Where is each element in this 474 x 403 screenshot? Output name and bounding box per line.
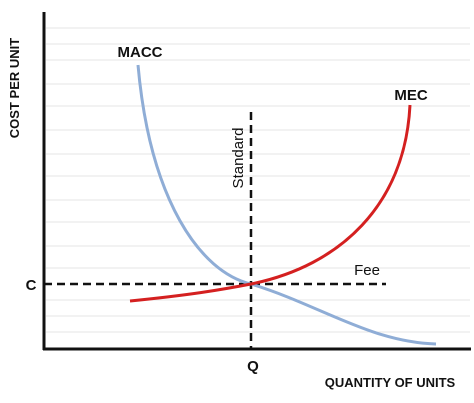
c-label: C [26,277,37,294]
y-axis-title: COST PER UNIT [7,38,22,138]
macc-label: MACC [118,44,163,61]
q-label: Q [247,358,259,375]
background-lines [46,27,470,333]
mec-curve [129,104,412,303]
x-axis-title: QUANTITY OF UNITS [325,375,456,390]
fee-label: Fee [354,262,380,279]
mec-label: MEC [394,87,428,104]
standard-label: Standard [230,128,247,189]
macc-curve [136,64,437,346]
